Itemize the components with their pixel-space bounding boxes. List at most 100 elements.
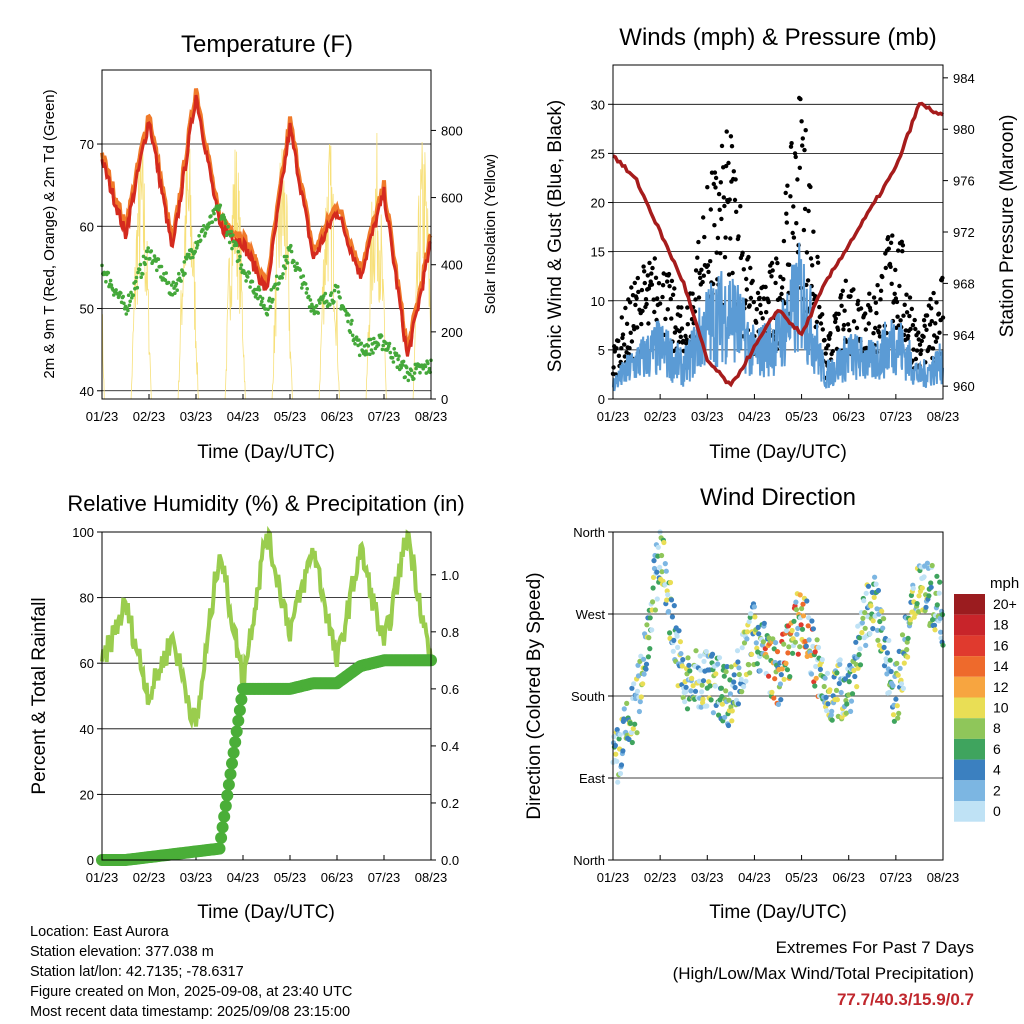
temperature-x-tick-label: 02/23	[133, 409, 166, 424]
direction-point	[752, 614, 758, 620]
gust-point	[784, 211, 789, 216]
direction-point	[735, 701, 742, 707]
legend-title: mph	[990, 575, 1019, 592]
direction-point	[778, 697, 784, 703]
dewpoint-point	[256, 285, 261, 289]
direction-point	[662, 582, 668, 588]
y2-tick-label: 960	[953, 379, 975, 394]
direction-point	[741, 640, 748, 646]
dewpoint-point	[231, 233, 235, 237]
direction-point	[793, 607, 800, 613]
direction-point	[857, 646, 863, 652]
direction-point	[799, 605, 805, 612]
gust-point	[751, 299, 756, 305]
direction-point	[937, 615, 943, 622]
gust-point	[900, 249, 905, 254]
direction-point	[635, 673, 642, 679]
direction-point	[938, 629, 944, 635]
direction-point	[899, 632, 906, 638]
dewpoint-point	[412, 377, 416, 381]
direction-x-tick-label: 05/23	[785, 870, 818, 885]
gust-point	[913, 356, 919, 362]
gust-point	[845, 322, 851, 327]
gust-point	[793, 154, 798, 160]
dewpoint-point	[245, 275, 250, 279]
gust-point	[840, 288, 845, 293]
gust-point	[907, 295, 913, 300]
y2-tick-label: 0	[441, 392, 448, 407]
direction-point	[707, 683, 713, 689]
gust-point	[754, 307, 759, 312]
dewpoint-point	[314, 304, 319, 308]
dewpoint-point	[303, 282, 308, 286]
direction-point	[746, 662, 752, 668]
dewpoint-point	[202, 224, 206, 228]
gust-point	[792, 151, 798, 156]
legend-label: 8	[993, 720, 1001, 736]
dewpoint-point	[198, 238, 203, 243]
y2-tick-label: 0.0	[441, 853, 459, 868]
direction-point	[617, 732, 623, 738]
direction-point	[627, 720, 634, 727]
pressure-series	[612, 101, 944, 388]
dewpoint-point	[289, 249, 294, 254]
dewpoint-point	[146, 246, 150, 250]
dewpoint-point	[244, 279, 248, 283]
direction-point	[821, 683, 827, 690]
direction-point	[848, 698, 855, 704]
y2-tick-label: 800	[441, 123, 463, 138]
direction-point	[812, 649, 818, 655]
direction-point	[634, 688, 641, 694]
winds-plot: 0 5 10 15 20 25 30 960 964 968 972 976 980 984 01/23 02…	[591, 71, 975, 424]
direction-point	[729, 718, 735, 724]
dewpoint-point	[148, 256, 152, 261]
dewpoint-point	[427, 366, 432, 371]
direction-point	[888, 668, 894, 675]
legend-swatch	[954, 801, 985, 822]
gust-point	[632, 280, 637, 286]
dewpoint-point	[109, 283, 114, 287]
direction-point	[929, 562, 935, 569]
direction-point	[837, 661, 843, 668]
gust-point	[758, 310, 764, 316]
winds-ylabel: Sonic Wind & Gust (Blue, Black)	[545, 100, 566, 372]
direction-point	[743, 678, 749, 684]
gust-point	[761, 296, 767, 301]
direction-point	[852, 673, 858, 680]
gust-point	[868, 308, 873, 313]
direction-point	[781, 676, 787, 682]
direction-point	[863, 642, 869, 649]
direction-point	[612, 742, 619, 749]
direction-point	[665, 592, 671, 598]
gust-point	[851, 287, 856, 292]
gust-point	[634, 296, 639, 301]
direction-point	[795, 625, 801, 632]
gust-point	[888, 264, 893, 269]
gust-point	[645, 273, 650, 278]
dewpoint-point	[201, 228, 205, 232]
humidity-x-tick-label: 01/23	[86, 870, 119, 885]
gust-point	[760, 316, 765, 321]
gust-point	[758, 302, 763, 308]
temperature-x-tick-label: 01/23	[86, 409, 119, 424]
dewpoint-point	[164, 271, 168, 275]
winds-x-tick-label: 01/23	[597, 409, 630, 424]
dewpoint-point	[325, 299, 329, 304]
gust-point	[651, 297, 656, 302]
direction-point	[683, 684, 689, 690]
gust-point	[774, 256, 779, 261]
direction-point	[836, 680, 842, 687]
gust-point	[812, 293, 818, 299]
direction-point	[744, 636, 750, 642]
direction-point	[621, 716, 627, 722]
direction-point	[690, 683, 696, 689]
temperature-xlabel: Time (Day/UTC)	[197, 442, 335, 463]
direction-point	[675, 644, 681, 651]
dewpoint-point	[295, 261, 299, 266]
direction-point	[726, 697, 732, 703]
gust-point	[863, 327, 868, 332]
location-text: Location: East Aurora	[30, 924, 169, 940]
gust-point	[666, 271, 672, 277]
direction-point	[934, 573, 940, 579]
direction-point	[784, 667, 791, 673]
